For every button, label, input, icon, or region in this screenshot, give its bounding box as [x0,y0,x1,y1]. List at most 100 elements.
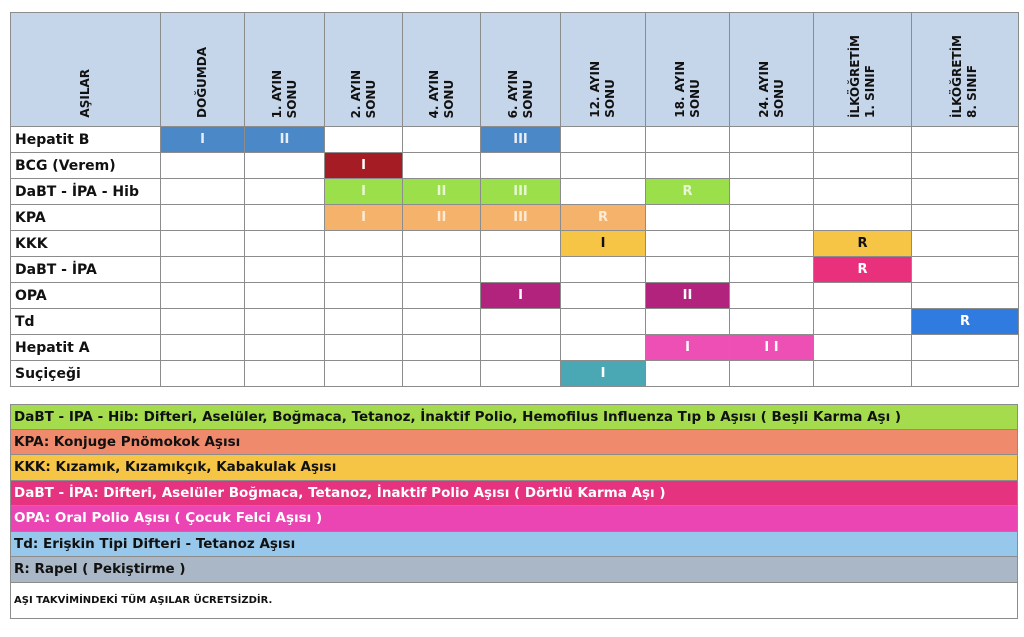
dose-cell: II [402,178,481,205]
vaccine-name: KPA [10,204,161,231]
dose-cell [911,282,1019,309]
header-column: İLKÖĞRETİM 8. SINIF [911,12,1019,127]
table-row: Hepatit B I II III [10,126,1019,153]
header-row: AŞILAR DOĞUMDA 1. AYIN SONU 2. AYIN SONU 4.… [10,12,1019,127]
legend-item: KPA: Konjuge Pnömokok Aşısı [10,429,1018,455]
table-row: Td R [10,308,1019,335]
dose-cell [911,178,1019,205]
dose-cell [244,308,325,335]
dose-cell [402,282,481,309]
legend-item: DaBT - İPA: Difteri, Aselüler Boğmaca, T… [10,480,1018,506]
dose-cell [645,308,730,335]
table-row: DaBT - İPA - Hib I II III R [10,178,1019,205]
dose-cell: R [645,178,730,205]
header-vaccines-label: AŞILAR [78,69,92,118]
dose-cell [911,334,1019,361]
header-column-label: 12. AYIN SONU [588,61,617,118]
dose-cell [402,360,481,387]
dose-cell: I [560,360,646,387]
vaccine-name: BCG (Verem) [10,152,161,179]
header-column: 2. AYIN SONU [324,12,403,127]
legend-item: DaBT - IPA - Hib: Difteri, Aselüler, Boğ… [10,404,1018,430]
dose-cell [160,230,245,257]
vaccine-name: Hepatit B [10,126,161,153]
dose-cell: I I [729,334,814,361]
dose-cell: II [645,282,730,309]
dose-cell [813,334,912,361]
dose-cell: R [560,204,646,231]
header-column-label: 1. AYIN SONU [269,69,299,118]
dose-cell [911,256,1019,283]
dose-cell [324,334,403,361]
vaccine-name: DaBT - İPA - Hib [10,178,161,205]
dose-cell [645,126,730,153]
dose-cell [244,230,325,257]
dose-cell: III [480,204,561,231]
dose-cell [244,152,325,179]
dose-cell: R [911,308,1019,335]
dose-cell [560,152,646,179]
dose-cell [911,126,1019,153]
table-row: KPA I II III R [10,204,1019,231]
dose-cell [160,152,245,179]
dose-cell [160,256,245,283]
dose-cell [244,334,325,361]
dose-cell: R [813,256,912,283]
dose-cell [324,230,403,257]
dose-cell: I [480,282,561,309]
dose-cell [729,152,814,179]
header-column-label: DOĞUMDA [195,47,209,118]
dose-cell [813,308,912,335]
dose-cell [402,152,481,179]
dose-cell [560,308,646,335]
dose-cell [160,360,245,387]
table-row: BCG (Verem) I [10,152,1019,179]
header-column: DOĞUMDA [160,12,245,127]
dose-cell [729,126,814,153]
dose-cell [813,126,912,153]
dose-cell [813,282,912,309]
dose-cell [160,204,245,231]
legend-item: Td: Erişkin Tipi Difteri - Tetanoz Aşısı [10,531,1018,557]
dose-cell: I [645,334,730,361]
dose-cell [560,334,646,361]
header-column: 24. AYIN SONU [729,12,814,127]
header-column-label: 24. AYIN SONU [756,61,786,118]
header-column-label: İLKÖĞRETİM 8. SINIF [950,35,979,118]
dose-cell [480,152,561,179]
dose-cell [160,178,245,205]
dose-cell [244,178,325,205]
legend-item: OPA: Oral Polio Aşısı ( Çocuk Felci Aşıs… [10,506,1018,532]
dose-cell [480,334,561,361]
dose-cell [480,230,561,257]
dose-cell [645,204,730,231]
dose-cell [324,282,403,309]
header-column: 18. AYIN SONU [645,12,730,127]
dose-cell [480,256,561,283]
dose-cell [402,230,481,257]
dose-cell: II [244,126,325,153]
dose-cell [244,360,325,387]
header-column: 12. AYIN SONU [560,12,646,127]
dose-cell [729,308,814,335]
dose-cell [560,178,646,205]
header-column: 4. AYIN SONU [402,12,481,127]
dose-cell [324,126,403,153]
vaccine-name: KKK [10,230,161,257]
dose-cell [560,126,646,153]
dose-cell [324,360,403,387]
dose-cell [402,126,481,153]
dose-cell: III [480,178,561,205]
header-column: 1. AYIN SONU [244,12,325,127]
dose-cell [911,230,1019,257]
free-vaccines-note: AŞI TAKVİMİNDEKİ TÜM AŞILAR ÜCRETSİZDİR. [10,582,1018,619]
dose-cell: I [560,230,646,257]
dose-cell: I [324,152,403,179]
legend: DaBT - IPA - Hib: Difteri, Aselüler, Boğ… [10,404,1018,619]
dose-cell [402,308,481,335]
dose-cell [645,256,730,283]
dose-cell [560,256,646,283]
dose-cell [402,256,481,283]
vaccine-name: Td [10,308,161,335]
